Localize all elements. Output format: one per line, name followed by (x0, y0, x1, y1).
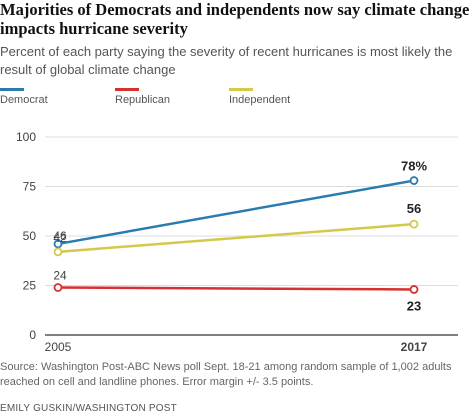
chart-subtitle: Percent of each party saying the severit… (0, 44, 453, 77)
y-tick-label-75: 75 (23, 180, 37, 194)
y-tick-label-50: 50 (23, 229, 37, 243)
y-tick-label-25: 25 (23, 279, 37, 293)
data-point-republican-2005 (53, 283, 63, 292)
legend-item-republican: Republican (115, 88, 170, 106)
y-tick-label-100: 100 (16, 130, 36, 144)
legend-swatch-republican (115, 88, 139, 91)
legend-item-independent: Independent (229, 88, 290, 106)
data-label-democrat-2017: 78% (401, 159, 427, 174)
line-chart: 100 75 50 25 0 2005 2017 46 78% 24 23 42 56 (16, 130, 458, 354)
series-line-democrat (57, 179, 415, 246)
data-point-republican-2017 (409, 285, 419, 294)
legend: Democrat Republican Independent (0, 88, 474, 110)
data-point-democrat-2005 (53, 239, 63, 249)
series-line-independent (57, 222, 415, 254)
legend-label-independent: Independent (229, 94, 291, 106)
legend-swatch-independent (229, 88, 253, 91)
data-label-independent-2017: 56 (407, 201, 421, 216)
legend-swatch-democrat (0, 88, 24, 91)
y-tick-label-0: 0 (29, 328, 36, 342)
chart-title: Majorities of Democrats and independents… (0, 0, 470, 38)
data-label-republican-2017: 23 (407, 298, 421, 313)
x-tick-label-2017: 2017 (401, 340, 428, 354)
legend-label-democrat: Democrat (0, 94, 48, 106)
source-note: Source: Washington Post-ABC News poll Se… (0, 361, 452, 388)
x-tick-label-2005: 2005 (45, 340, 72, 354)
data-label-independent-2005: 42 (53, 231, 67, 245)
data-point-independent-2005 (53, 247, 63, 257)
data-label-republican-2005: 24 (53, 268, 67, 282)
data-point-democrat-2017 (409, 176, 419, 185)
data-label-democrat-2005: 46 (53, 229, 67, 243)
data-point-independent-2017 (409, 219, 419, 229)
series-line-republican (57, 286, 415, 291)
legend-label-republican: Republican (115, 94, 171, 106)
credit-line: EMILY GUSKIN/WASHINGTON POST (0, 403, 177, 414)
legend-item-democrat: Democrat (0, 88, 48, 106)
